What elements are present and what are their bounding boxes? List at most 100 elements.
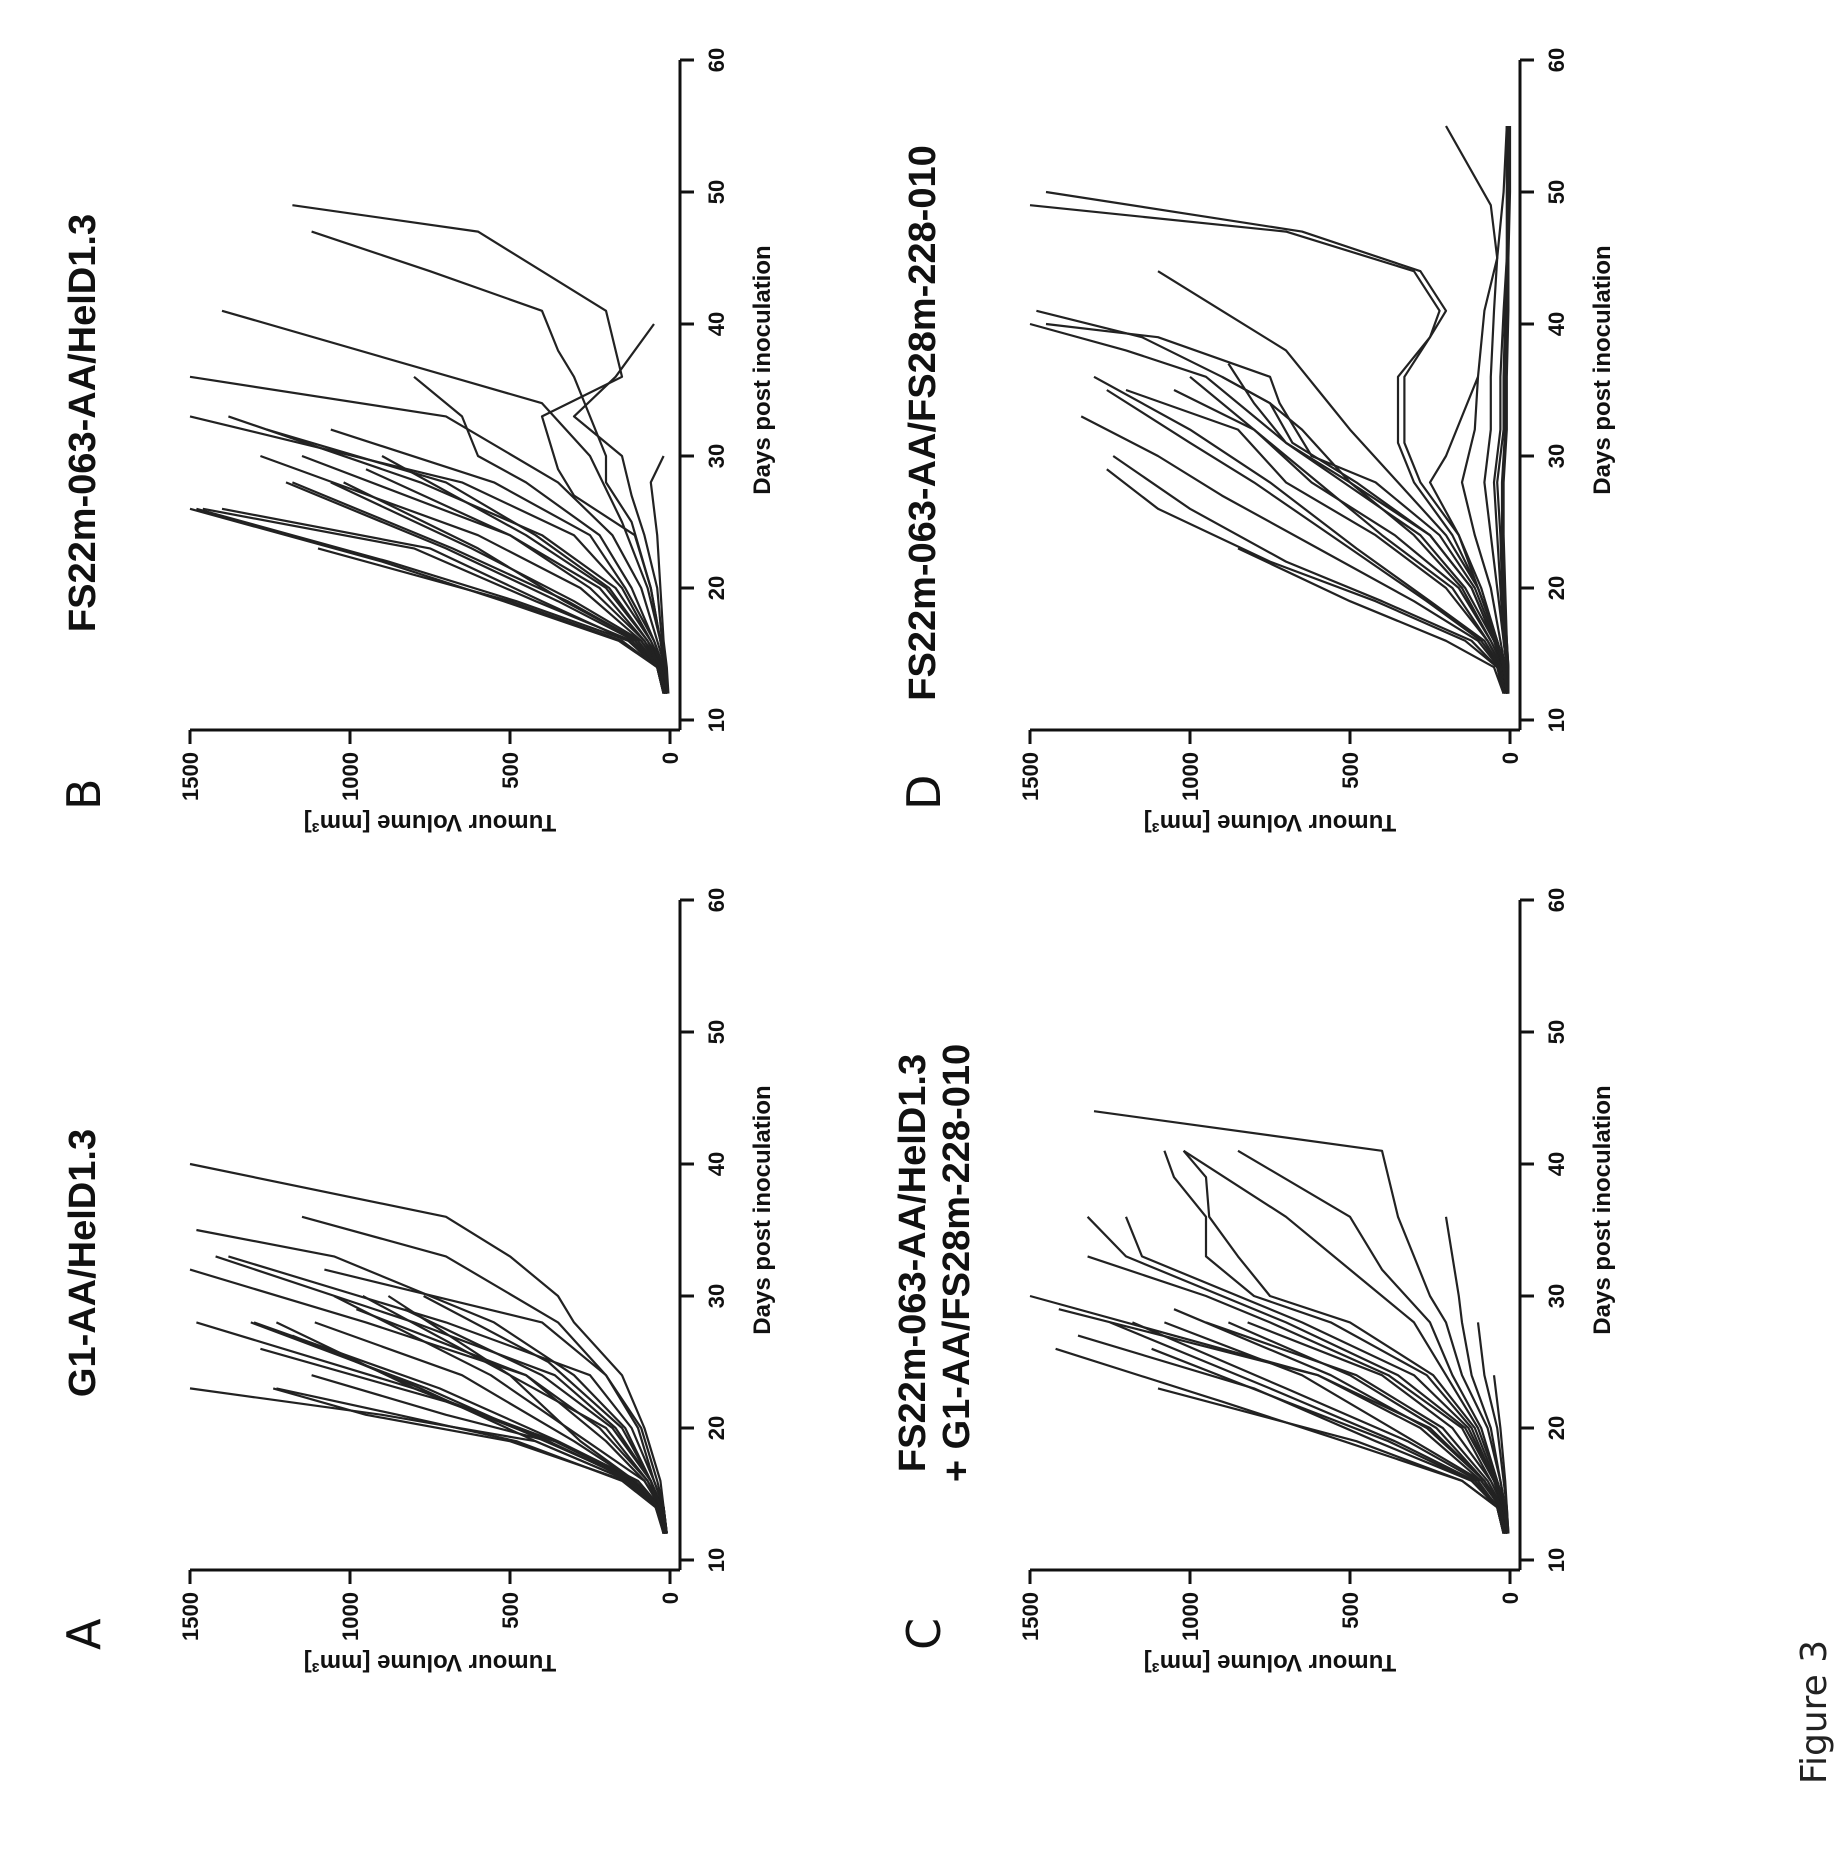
chart-title: FS22m-063-AA/HelD1.3 (62, 214, 104, 632)
panel-d: D FS22m-063-AA/FS28m-228-010 10 20 30 40 50 60 0… (897, 48, 1616, 836)
series-line (1045, 190, 1508, 694)
chart-title: FS22m-063-AA/FS28m-228-010 (902, 145, 944, 701)
y-axis-label: Tumour Volume [mm³] (304, 1649, 556, 1676)
chart-title: FS22m-063-AA/HelD1.3 (892, 1054, 934, 1472)
panel-b: B FS22m-063-AA/HelD1.3 10 20 30 40 50 60 0 500 100… (57, 48, 776, 836)
x-tick-label: 60 (704, 48, 729, 72)
series-line (189, 375, 668, 694)
y-tick-label: 1000 (338, 752, 363, 801)
series-line (1029, 204, 1508, 694)
x-tick-label: 50 (704, 180, 729, 204)
x-tick-label: 10 (704, 1548, 729, 1572)
series-line (1080, 415, 1507, 694)
x-tick-label: 60 (704, 888, 729, 912)
y-tick-label: 1000 (338, 1592, 363, 1641)
y-tick-label: 500 (1338, 1592, 1363, 1629)
x-tick-label: 50 (1544, 1020, 1569, 1044)
y-tick-label: 0 (1498, 752, 1523, 764)
panel-letter: C (897, 1618, 951, 1650)
series-line (292, 204, 668, 694)
x-tick-label: 50 (1544, 180, 1569, 204)
series-line (1109, 1321, 1507, 1534)
series-line (221, 309, 668, 694)
x-tick-label: 60 (1544, 48, 1569, 72)
series-line (1227, 1321, 1507, 1534)
x-tick-label: 10 (1544, 708, 1569, 732)
series-line (311, 1374, 665, 1534)
series-line (1131, 1321, 1505, 1534)
series-line (343, 481, 667, 694)
x-tick-label: 40 (1544, 1152, 1569, 1176)
series-line (1502, 126, 1512, 694)
series-line (1428, 376, 1508, 694)
x-tick-label: 20 (704, 1416, 729, 1440)
series-line (1492, 1375, 1510, 1534)
series-line (1093, 375, 1508, 694)
x-tick-label: 30 (1544, 444, 1569, 468)
series-line (1157, 270, 1508, 694)
series-line (1086, 1216, 1508, 1534)
series-line (189, 1162, 668, 1534)
x-tick-label: 30 (704, 1284, 729, 1308)
y-tick-label: 1500 (1018, 752, 1043, 801)
y-tick-label: 500 (498, 1592, 523, 1629)
panel-letter: D (897, 775, 951, 810)
x-tick-label: 10 (704, 708, 729, 732)
series-line (572, 323, 668, 694)
y-axis-label: Tumour Volume [mm³] (1144, 809, 1396, 836)
series-line (1237, 547, 1505, 694)
x-tick-label: 20 (704, 576, 729, 600)
series-line (250, 1321, 665, 1534)
x-axis-label: Days post inoculation (749, 1085, 776, 1334)
x-tick-label: 40 (1544, 312, 1569, 336)
x-tick-label: 30 (1544, 1284, 1569, 1308)
x-axis-label: Days post inoculation (749, 245, 776, 494)
series-line (1112, 455, 1507, 694)
x-tick-label: 20 (1544, 576, 1569, 600)
series-line (1496, 126, 1510, 694)
x-axis-label: Days post inoculation (1589, 1085, 1616, 1334)
figure-caption: Figure 3 (1794, 1640, 1835, 1784)
y-tick-label: 1500 (178, 752, 203, 801)
y-tick-label: 1500 (178, 1592, 203, 1641)
panel-letter: B (57, 778, 111, 810)
x-tick-label: 10 (1544, 1548, 1569, 1572)
series-line (228, 415, 668, 694)
y-tick-label: 500 (1338, 752, 1363, 789)
x-tick-label: 50 (704, 1020, 729, 1044)
panel-a: A G1-AA/HelD1.3 10 20 30 40 50 60 0 500 1000 1500 Da… (57, 888, 776, 1676)
series-line (1163, 1150, 1508, 1534)
x-axis-label: Days post inoculation (1589, 245, 1616, 494)
series-line (649, 455, 670, 694)
series-line (189, 507, 665, 694)
y-tick-label: 0 (1498, 1592, 1523, 1604)
series-line (1029, 322, 1508, 694)
series-line (1444, 1216, 1508, 1534)
chart-title: + G1-AA/FS28m-228-010 (936, 1044, 978, 1482)
y-axis-label: Tumour Volume [mm³] (1144, 1649, 1396, 1676)
x-tick-label: 30 (704, 444, 729, 468)
series-line (1445, 125, 1508, 694)
series-line (291, 1334, 665, 1534)
y-tick-label: 1500 (1018, 1592, 1043, 1641)
series-line (215, 1255, 667, 1534)
x-tick-label: 20 (1544, 1416, 1569, 1440)
x-tick-label: 40 (704, 1152, 729, 1176)
y-axis-label: Tumour Volume [mm³] (304, 809, 556, 836)
panel-c: C FS22m-063-AA/HelD1.3 + G1-AA/FS28m-228-0… (892, 888, 1616, 1676)
x-tick-label: 60 (1544, 888, 1569, 912)
series-line (196, 1228, 667, 1534)
chart-title: G1-AA/HelD1.3 (62, 1129, 104, 1397)
series-line (1227, 363, 1508, 694)
y-tick-label: 500 (498, 752, 523, 789)
series-line (1164, 1321, 1507, 1534)
series-line (362, 1295, 665, 1534)
x-tick-label: 40 (704, 312, 729, 336)
series-line (1157, 1387, 1505, 1534)
y-tick-label: 1000 (1178, 752, 1203, 801)
y-tick-label: 0 (658, 752, 683, 764)
series-line (266, 428, 667, 694)
y-tick-label: 1000 (1178, 1592, 1203, 1641)
panel-letter: A (57, 1618, 111, 1650)
